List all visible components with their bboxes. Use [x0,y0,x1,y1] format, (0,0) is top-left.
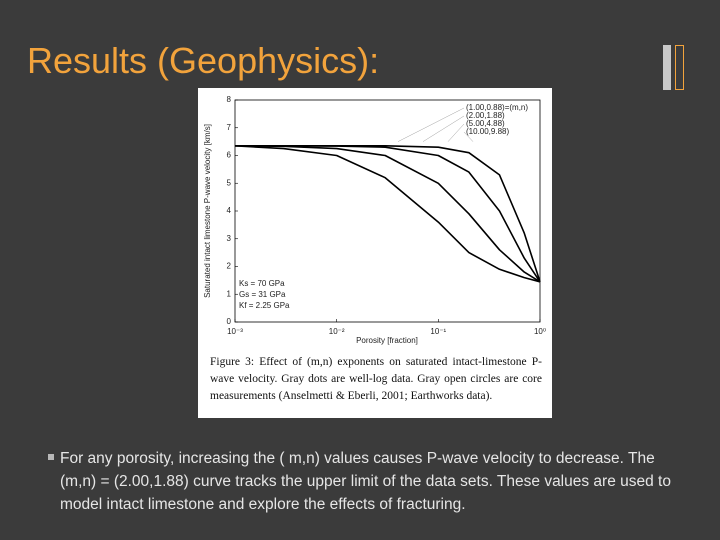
bullet-text: For any porosity, increasing the ( m,n) … [60,450,671,513]
chart: Saturated intact limestone P-wave veloci… [203,95,546,345]
x-tick-label: 10⁻¹ [430,327,446,336]
figure-caption: Figure 3: Effect of (m,n) exponents on s… [210,356,542,402]
annotation: Gs = 31 GPa [239,290,286,299]
curve [234,145,541,283]
y-tick-label: 6 [227,151,232,160]
x-tick-label: 10⁻² [329,327,345,336]
y-tick-label: 8 [227,95,232,104]
legend-leader [447,123,465,142]
slide-title: Results (Geophysics): [27,40,380,81]
y-axis-label: Saturated intact limestone P-wave veloci… [203,124,212,298]
legend-label: (1.00,0.88)=(m,n) [466,103,528,112]
decoration [663,45,671,90]
y-tick-label: 3 [227,234,232,243]
y-tick-label: 5 [227,178,232,187]
bullet-item: For any porosity, increasing the ( m,n) … [48,447,688,516]
x-tick-label: 10⁰ [534,327,546,336]
annotation: Ks = 70 GPa [239,279,285,288]
y-tick-label: 4 [227,206,232,215]
curve [235,145,541,283]
y-tick-label: 2 [227,262,232,271]
x-tick-label: 10⁻³ [227,327,243,336]
y-tick-label: 0 [227,317,232,326]
legend-leader [397,107,465,142]
curve [234,145,541,283]
figure: Saturated intact limestone P-wave veloci… [198,88,552,418]
annotation: Kf = 2.25 GPa [239,301,290,310]
legend-label: (2.00,1.88) [466,111,505,120]
legend-leader [422,115,465,142]
decoration [675,45,684,90]
bullet-marker [48,454,54,460]
y-tick-label: 1 [227,289,232,298]
legend-leader [463,131,474,142]
legend-label: (5.00,4.88) [466,119,505,128]
x-axis-label: Porosity [fraction] [356,336,418,345]
legend-label: (10.00,9.88) [466,127,509,136]
curve [235,145,541,283]
y-tick-label: 7 [227,123,232,132]
